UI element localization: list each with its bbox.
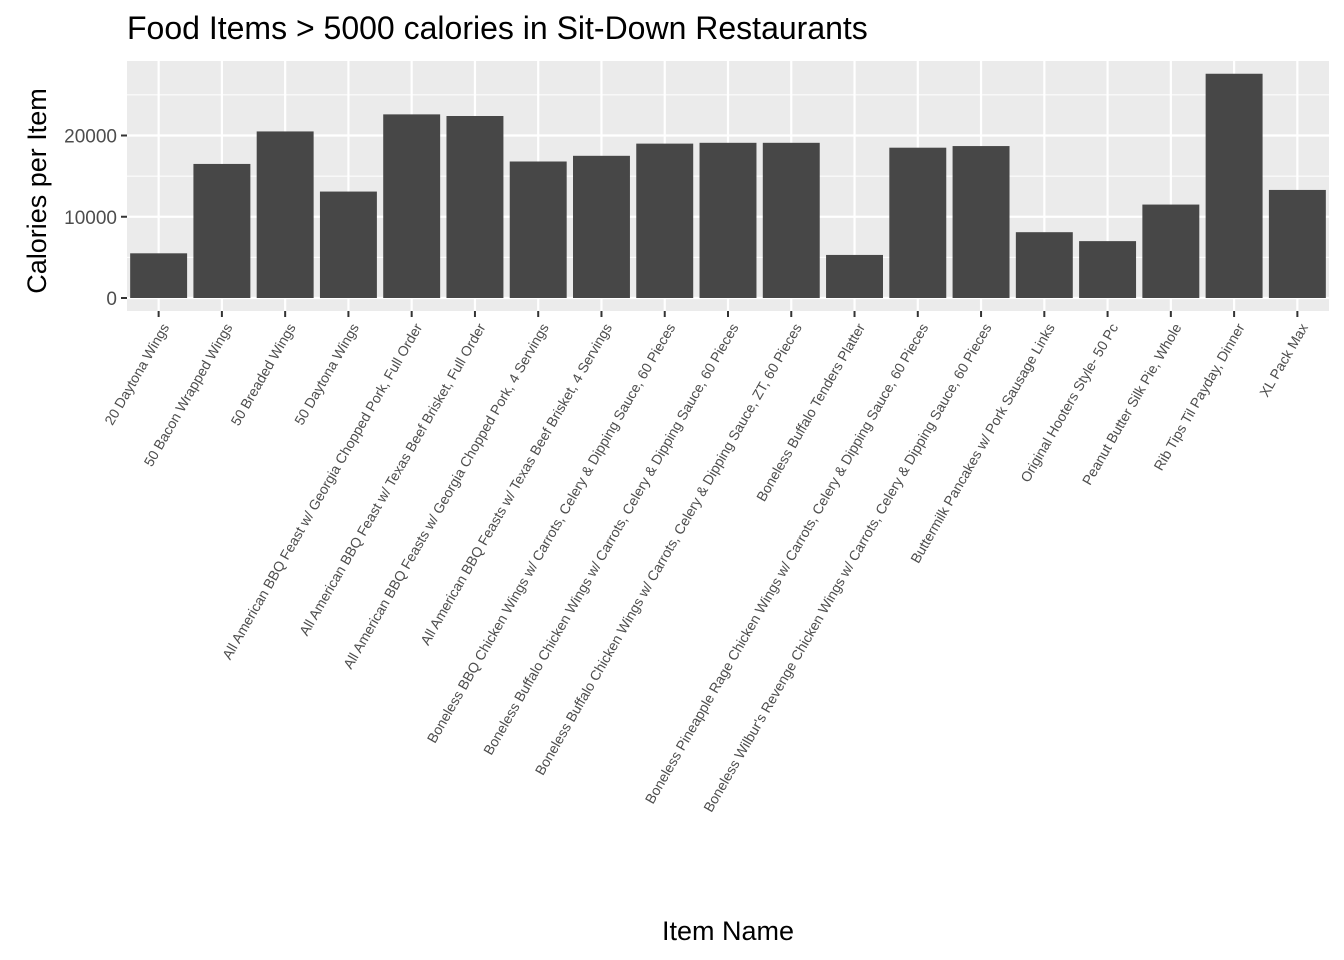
x-tick-label: XL Pack Max [1256,321,1311,400]
bar-19 [1268,189,1326,298]
bar-1 [130,253,188,298]
bar-15 [1015,232,1073,298]
x-tick-label: Buttermilk Pancakes w/ Pork Sausage Link… [907,321,1058,566]
x-tick-label: 50 Breaded Wings [227,321,298,429]
bar-5 [383,114,441,298]
bar-10 [699,142,757,298]
bar-6 [446,116,504,298]
bar-12 [826,254,883,298]
y-tick-label: 20000 [64,127,117,148]
x-tick-label: 20 Daytona Wings [101,321,172,428]
bar-18 [1205,73,1263,298]
bar-8 [573,155,630,298]
x-tick-label: Boneless Wilbur's Revenge Chicken Wings … [700,321,995,815]
y-axis-title: Calories per Item [22,88,52,294]
bar-9 [636,143,694,298]
bar-16 [1079,241,1137,298]
x-tick-label: 50 Daytona Wings [291,321,362,428]
x-axis-title: Item Name [662,916,794,946]
bar-3 [256,131,314,298]
chart-title: Food Items > 5000 calories in Sit-Down R… [127,10,868,46]
bar-7 [509,161,567,298]
bar-11 [762,142,820,298]
bar-14 [952,146,1010,298]
y-tick-label: 10000 [64,208,117,229]
bar-17 [1142,204,1200,298]
bar-2 [193,163,251,298]
x-tick-label: Boneless Buffalo Tenders Platter [753,320,868,504]
x-tick-label: Boneless BBQ Chicken Wings w/ Carrots, C… [424,321,679,746]
bar-4 [319,191,377,298]
y-tick-label: 0 [106,289,117,310]
bar-13 [889,147,947,298]
